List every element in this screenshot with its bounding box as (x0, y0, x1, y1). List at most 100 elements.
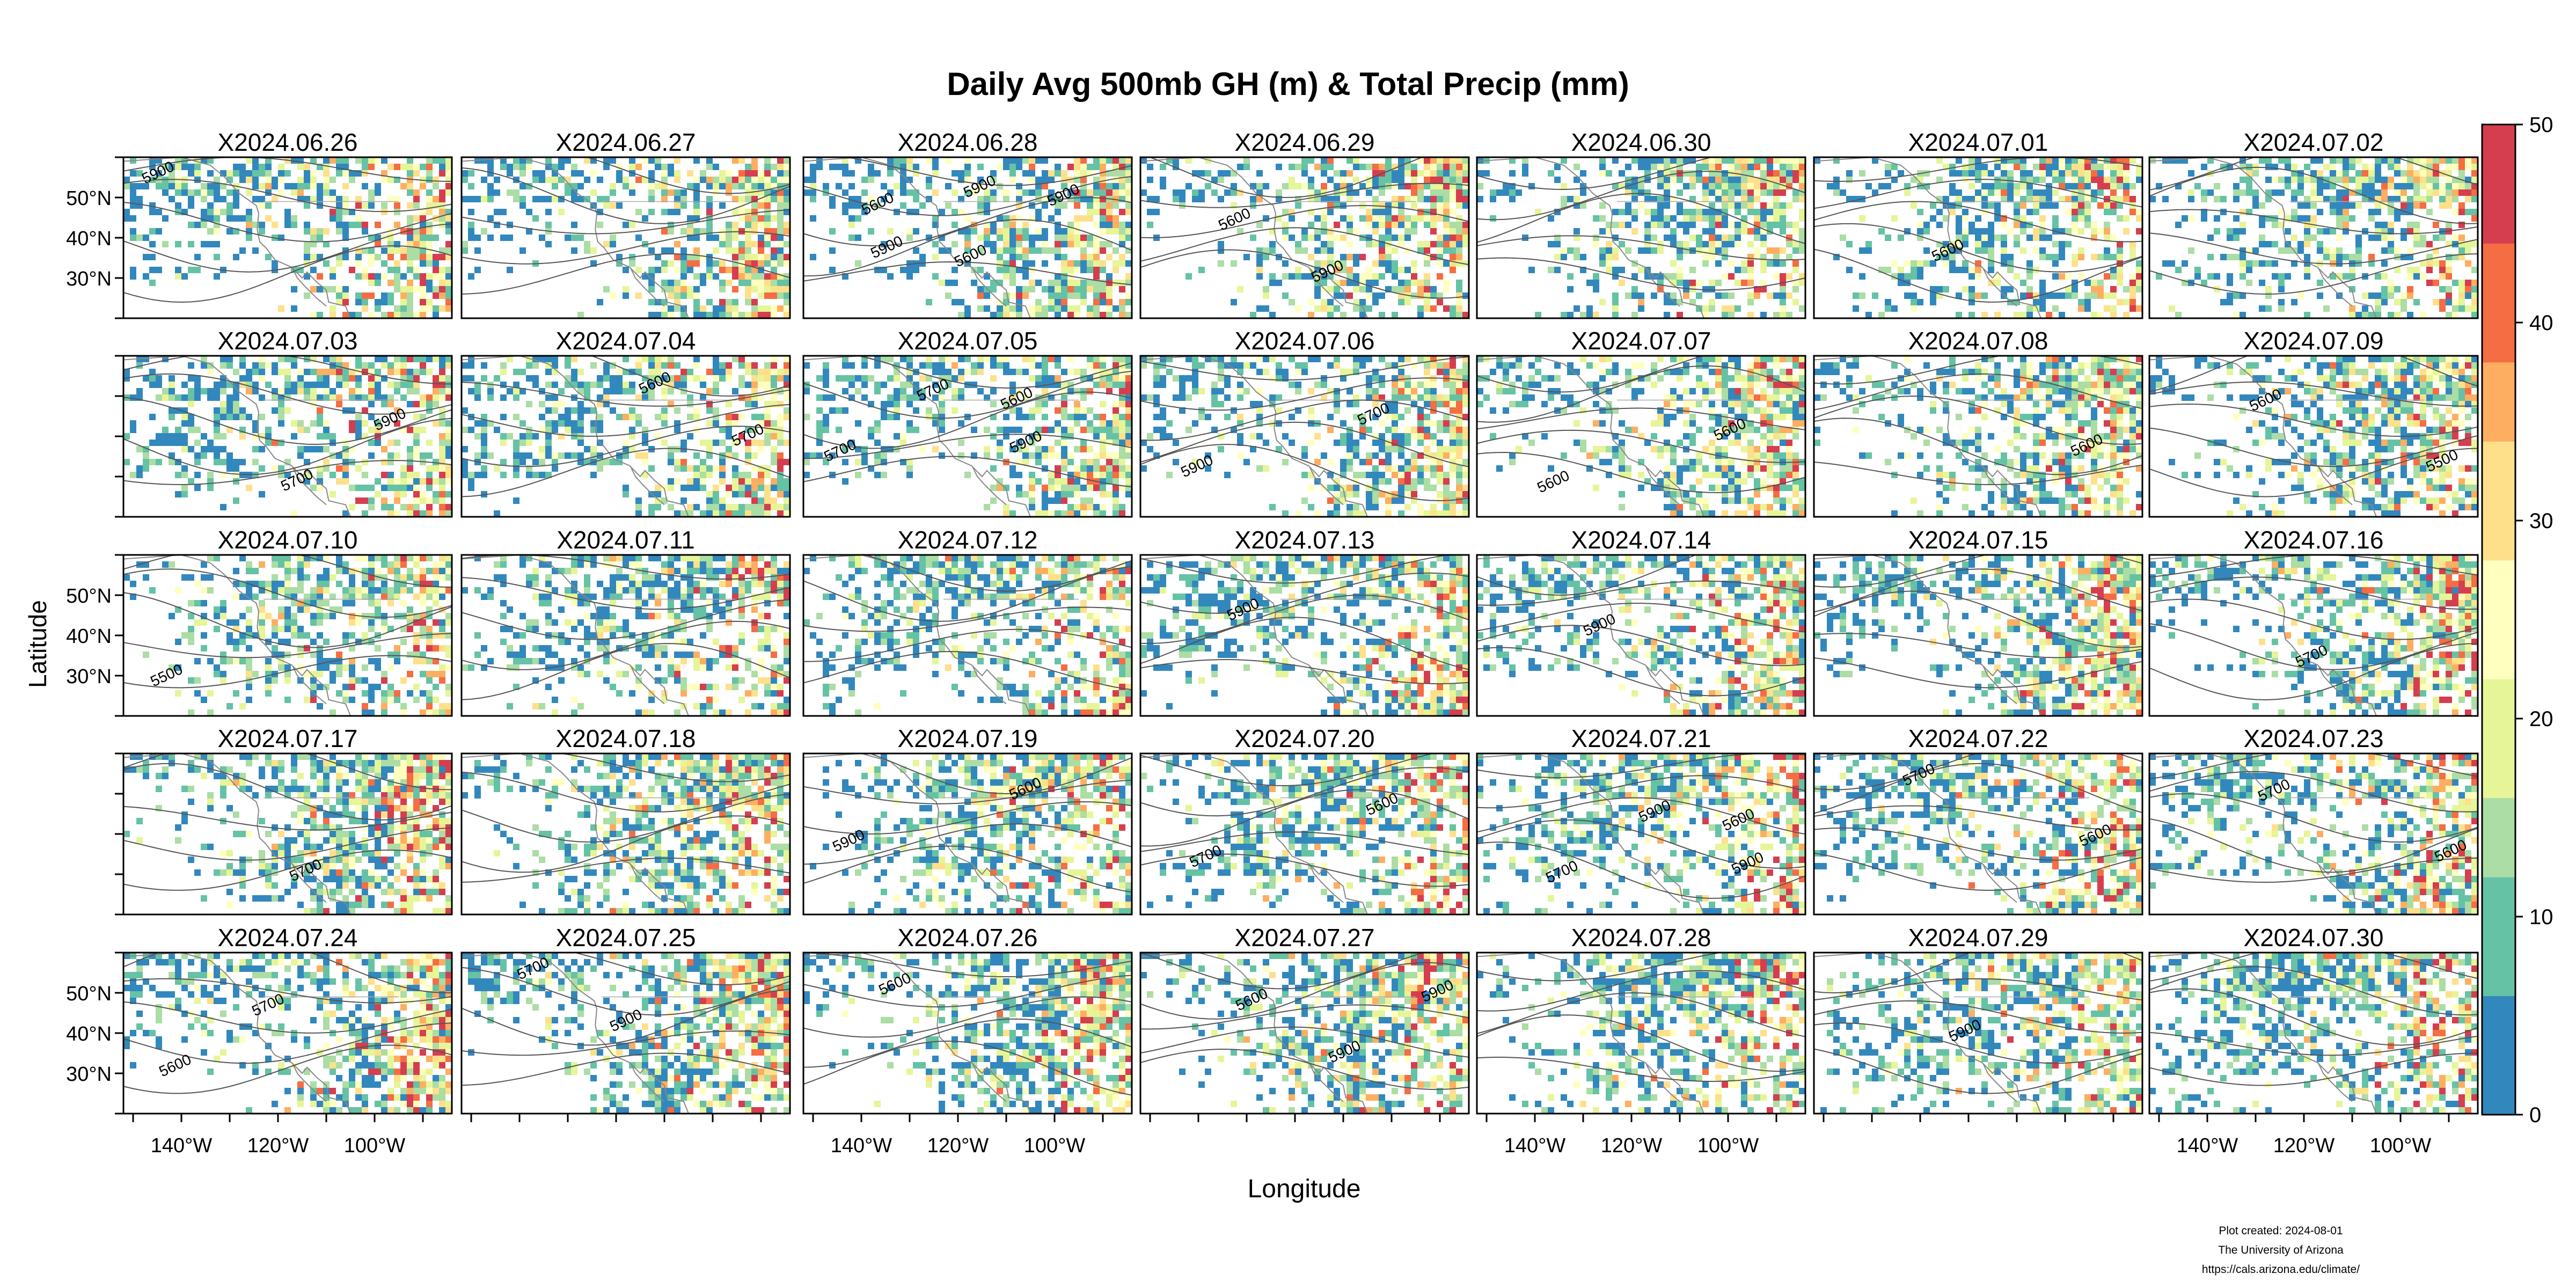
precip-cell (420, 222, 426, 228)
precip-cell (2059, 312, 2065, 318)
precip-cell (1022, 235, 1029, 241)
precip-cell (571, 433, 577, 440)
precip-cell (400, 394, 407, 401)
precip-cell (181, 485, 188, 491)
precip-cell (214, 189, 220, 196)
precip-cell (2014, 209, 2020, 215)
precip-cell (964, 312, 971, 318)
precip-cell (1988, 267, 1994, 273)
precip-cell (745, 235, 751, 241)
precip-cell (2407, 312, 2413, 318)
precip-cell (1093, 312, 1100, 318)
precip-cell (1786, 273, 1792, 280)
precip-cell (445, 241, 452, 247)
precip-cell (1865, 183, 1872, 189)
precip-cell (2136, 170, 2142, 177)
precip-cell (2104, 254, 2110, 260)
precip-cell (175, 433, 181, 440)
precip-cell (2272, 189, 2278, 196)
precip-cell (2072, 196, 2078, 202)
precip-cell (1780, 292, 1786, 299)
precip-cell (1346, 241, 1353, 247)
precip-cell (1799, 164, 1805, 170)
precip-cell (188, 414, 194, 420)
precip-cell (990, 170, 997, 177)
precip-cell (2039, 196, 2046, 202)
precip-cell (445, 472, 452, 478)
precip-cell (1792, 222, 1799, 228)
precip-cell (1548, 241, 1554, 247)
precip-cell (513, 382, 519, 388)
precip-cell (2433, 183, 2439, 189)
precip-cell (2336, 247, 2343, 254)
precip-cell (474, 394, 481, 401)
precip-cell (777, 183, 784, 189)
precip-cell (272, 407, 278, 414)
precip-cell (1677, 241, 1683, 247)
precip-cell (2175, 157, 2182, 164)
precip-cell (1462, 241, 1469, 247)
precip-cell (1385, 164, 1392, 170)
precip-cell (2407, 164, 2413, 170)
precip-cell (2020, 292, 2026, 299)
precip-cell (1061, 267, 1067, 273)
precip-cell (680, 247, 687, 254)
precip-cell (1606, 241, 1612, 247)
precip-cell (680, 440, 687, 446)
precip-cell (771, 215, 777, 222)
precip-cell (758, 497, 764, 504)
precip-cell (1087, 235, 1093, 241)
precip-cell (713, 356, 719, 362)
precip-cell (2452, 209, 2458, 215)
precip-cell (2033, 209, 2039, 215)
precip-cell (2233, 196, 2240, 202)
precip-cell (726, 446, 732, 452)
precip-cell (169, 388, 175, 394)
precip-cell (1080, 254, 1087, 260)
precip-cell (1372, 209, 1379, 215)
precip-cell (713, 362, 719, 369)
precip-cell (1968, 286, 1975, 292)
precip-cell (674, 427, 680, 433)
precip-cell (1677, 202, 1683, 209)
precip-cell (1625, 189, 1631, 196)
precip-cell (887, 356, 894, 362)
precip-cell (214, 427, 220, 433)
precip-cell (764, 196, 771, 202)
precip-cell (310, 312, 317, 318)
precip-cell (738, 485, 745, 491)
precip-cell (2001, 183, 2007, 189)
precip-cell (474, 247, 481, 254)
precip-cell (1106, 299, 1113, 305)
precip-cell (2375, 305, 2381, 312)
precip-cell (700, 305, 706, 312)
precip-cell (1943, 260, 1949, 267)
precip-cell (726, 299, 732, 305)
precip-cell (751, 222, 758, 228)
precip-cell (272, 196, 278, 202)
precip-cell (1792, 299, 1799, 305)
precip-cell (342, 254, 349, 260)
precip-cell (468, 235, 474, 241)
precip-cell (1295, 183, 1301, 189)
precip-cell (1080, 170, 1087, 177)
precip-cell (1994, 202, 2001, 209)
precip-cell (1456, 280, 1462, 286)
precip-cell (1477, 157, 1483, 164)
precip-cell (1100, 267, 1106, 273)
precip-cell (732, 312, 738, 318)
precip-cell (1456, 247, 1462, 254)
precip-cell (2349, 177, 2355, 183)
precip-cell (1677, 312, 1683, 318)
precip-cell (1314, 305, 1321, 312)
precip-cell (426, 465, 433, 472)
precip-cell (571, 420, 577, 427)
precip-cell (1644, 209, 1651, 215)
precip-cell (330, 273, 336, 280)
precip-cell (330, 472, 336, 478)
precip-cell (2233, 228, 2240, 235)
precip-cell (445, 465, 452, 472)
precip-cell (297, 164, 304, 170)
